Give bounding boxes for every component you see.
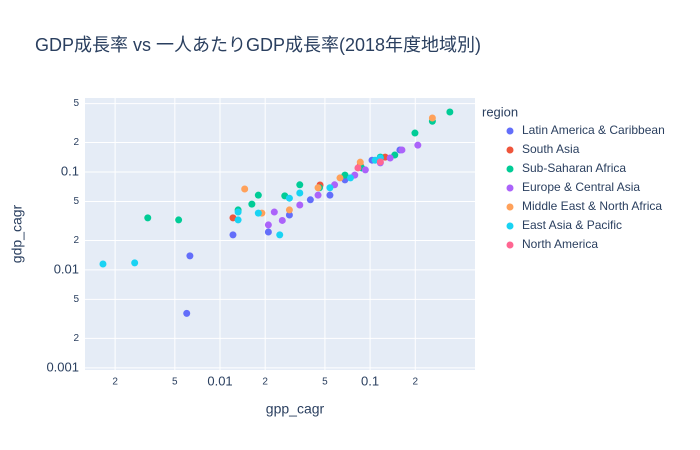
legend-marker — [506, 203, 514, 211]
scatter-point — [356, 158, 364, 166]
scatter-point — [398, 146, 406, 154]
scatter-point — [296, 201, 304, 209]
scatter-point — [326, 191, 334, 199]
scatter-point — [361, 166, 369, 174]
scatter-point — [428, 114, 436, 122]
scatter-point — [264, 228, 272, 236]
scatter-point — [278, 216, 286, 224]
legend-marker — [506, 165, 514, 173]
scatter-point — [270, 208, 278, 216]
scatter-point — [254, 191, 262, 199]
scatter-point — [276, 231, 284, 239]
x-tick-label: 2 — [112, 377, 118, 388]
x-tick-label: 0.1 — [361, 373, 379, 388]
legend-label: Sub-Saharan Africa — [522, 161, 626, 175]
y-tick-label: 5 — [73, 294, 79, 305]
scatter-point — [186, 252, 194, 260]
x-tick-label: 2 — [262, 377, 268, 388]
scatter-point — [99, 260, 107, 268]
legend-title: region — [482, 104, 518, 119]
legend-label: East Asia & Pacific — [522, 218, 622, 232]
scatter-point — [234, 216, 242, 224]
scatter-point — [296, 181, 304, 189]
scatter-point — [314, 191, 322, 199]
scatter-point — [254, 209, 262, 217]
scatter-point — [314, 184, 322, 192]
y-tick-label: 5 — [73, 98, 79, 109]
scatter-point — [386, 154, 394, 162]
scatter-point — [285, 206, 293, 214]
scatter-point — [183, 309, 191, 317]
scatter-point — [264, 221, 272, 229]
y-tick-label: 2 — [73, 137, 79, 148]
y-tick-label: 2 — [73, 235, 79, 246]
scatter-point — [446, 108, 454, 116]
legend-label: North America — [522, 237, 598, 251]
legend-label: Middle East & North Africa — [522, 199, 662, 213]
scatter-point — [285, 194, 293, 202]
x-tick-label: 2 — [412, 377, 418, 388]
scatter-point — [131, 259, 139, 267]
scatter-point — [346, 174, 354, 182]
legend-marker — [506, 184, 514, 192]
y-tick-label: 5 — [73, 196, 79, 207]
y-tick-label: 0.01 — [54, 261, 79, 276]
scatter-point — [306, 196, 314, 204]
legend-marker — [506, 222, 514, 230]
legend-marker — [506, 127, 514, 135]
scatter-point — [248, 200, 256, 208]
x-tick-label: 5 — [322, 377, 328, 388]
scatter-point — [414, 141, 422, 149]
scatter-point — [354, 164, 362, 172]
y-tick-label: 2 — [73, 333, 79, 344]
legend-label: Europe & Central Asia — [522, 180, 640, 194]
scatter-point — [234, 208, 242, 216]
scatter-point — [326, 184, 334, 192]
scatter-point — [175, 216, 183, 224]
chart-title: GDP成長率 vs 一人あたりGDP成長率(2018年度地域別) — [35, 35, 481, 55]
scatter-point — [285, 211, 293, 219]
scatter-point — [411, 129, 419, 137]
legend-label: Latin America & Caribbean — [522, 123, 665, 137]
y-tick-label: 0.001 — [46, 359, 79, 374]
scatter-point — [241, 185, 249, 193]
scatter-point — [336, 174, 344, 182]
x-tick-label: 0.01 — [207, 373, 232, 388]
x-axis-title: gpp_cagr — [266, 401, 325, 417]
y-axis-title: gdp_cagr — [9, 204, 25, 263]
y-tick-label: 0.1 — [61, 163, 79, 178]
legend-label: South Asia — [522, 142, 580, 156]
scatter-point — [144, 214, 152, 222]
legend-marker — [506, 241, 514, 249]
scatter-point — [376, 158, 384, 166]
x-tick-label: 5 — [172, 377, 178, 388]
legend-marker — [506, 146, 514, 154]
scatter-point — [296, 189, 304, 197]
scatter-point — [229, 231, 237, 239]
